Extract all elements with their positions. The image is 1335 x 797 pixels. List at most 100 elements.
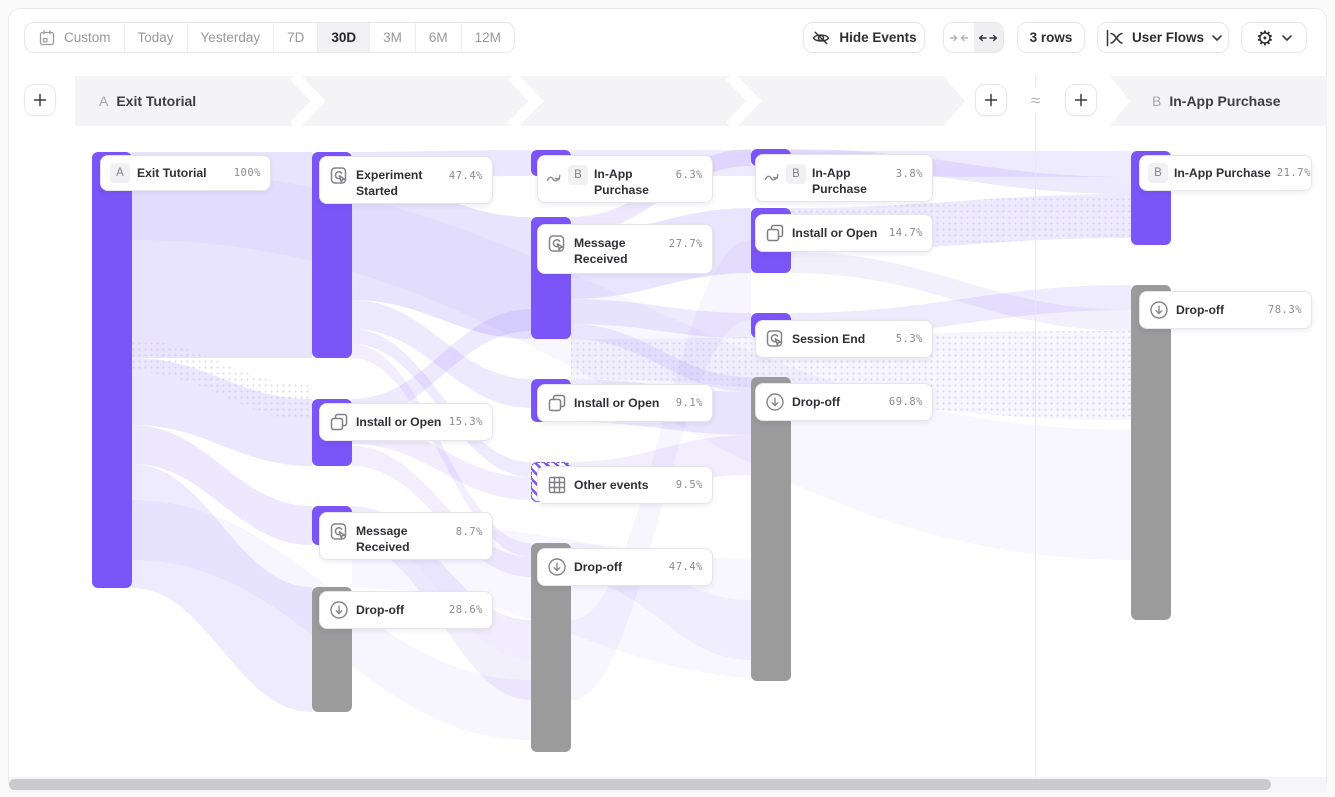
- eye-off-icon: [811, 28, 831, 48]
- letter-b-badge: B: [1148, 162, 1168, 184]
- horizontal-scrollbar-thumb[interactable]: [9, 779, 1271, 790]
- dropoff-icon: [546, 556, 568, 578]
- letter-b-badge: B: [786, 163, 806, 185]
- event-percent: 9.5%: [675, 479, 703, 491]
- event-card-install-or-open[interactable]: Install or Open 15.3%: [319, 403, 493, 441]
- letter-a-badge: A: [109, 162, 131, 184]
- event-label: Session End: [792, 332, 866, 346]
- event-label: In-App Purchase: [594, 167, 649, 197]
- event-label: Message Received: [356, 524, 410, 554]
- event-card-drop-off[interactable]: Drop-off 78.3%: [1139, 291, 1312, 329]
- expand-columns-button[interactable]: [973, 23, 1003, 52]
- event-card-session-end[interactable]: Session End 5.3%: [755, 320, 933, 358]
- grid-icon: [546, 474, 568, 496]
- chevron-down-icon: [1282, 34, 1292, 41]
- jump-icon: [764, 166, 780, 188]
- event-label: Drop-off: [356, 603, 405, 617]
- event-label: Experiment Started: [356, 168, 423, 198]
- calendar-icon: [38, 29, 56, 47]
- event-card-message-received[interactable]: Message Received 27.7%: [537, 224, 713, 274]
- event-label: Other events: [574, 478, 649, 492]
- add-step-button[interactable]: [975, 84, 1007, 116]
- event-percent: 27.7%: [668, 238, 703, 250]
- date-range-12m[interactable]: 12M: [462, 23, 514, 52]
- collapse-expand-control: [943, 22, 1004, 53]
- date-range-control: Custom Today Yesterday 7D 30D 3M 6M 12M: [24, 22, 515, 53]
- event-card-in-app-purchase[interactable]: B In-App Purchase 3.8%: [755, 154, 933, 202]
- date-range-30d[interactable]: 30D: [318, 23, 371, 52]
- rows-label: 3 rows: [1029, 30, 1073, 45]
- add-step-button[interactable]: [24, 84, 56, 116]
- flow-bar-drop-off[interactable]: [1131, 285, 1171, 620]
- section-b-letter: B: [1152, 93, 1162, 109]
- hide-events-button[interactable]: Hide Events: [803, 22, 925, 53]
- event-percent: 69.8%: [888, 396, 923, 408]
- event-card-install-or-open[interactable]: Install or Open 14.7%: [755, 214, 933, 252]
- event-label: Drop-off: [792, 395, 841, 409]
- copy-icon: [328, 411, 350, 433]
- event-percent: 47.4%: [668, 561, 703, 573]
- copy-icon: [764, 222, 786, 244]
- event-card-message-received[interactable]: Message Received 8.7%: [319, 512, 493, 560]
- rows-button[interactable]: 3 rows: [1017, 22, 1085, 53]
- event-label: Install or Open: [574, 396, 660, 410]
- letter-b-badge: B: [568, 164, 588, 186]
- copy-icon: [546, 392, 568, 414]
- event-card-experiment-started[interactable]: Experiment Started 47.4%: [319, 156, 493, 204]
- event-card-drop-off[interactable]: Drop-off 69.8%: [755, 383, 933, 421]
- event-label: In-App Purchase: [812, 166, 867, 196]
- event-card-install-or-open[interactable]: Install or Open 9.1%: [537, 384, 713, 422]
- event-percent: 28.6%: [448, 604, 483, 616]
- section-a-letter: A: [99, 93, 109, 109]
- flow-bar-drop-off[interactable]: [751, 377, 791, 681]
- event-label: Message Received: [574, 236, 628, 266]
- tap-icon: [328, 521, 350, 543]
- section-b-title: In-App Purchase: [1169, 93, 1281, 109]
- view-label: User Flows: [1131, 30, 1205, 45]
- date-range-custom[interactable]: Custom: [25, 23, 125, 52]
- event-label: Install or Open: [356, 415, 442, 429]
- user-flows-icon: [1104, 28, 1124, 48]
- dropoff-icon: [328, 599, 350, 621]
- horizontal-scrollbar-track[interactable]: [9, 777, 1326, 792]
- gear-icon: ⚙: [1256, 25, 1274, 50]
- dropoff-icon: [1148, 299, 1170, 321]
- event-label: In-App Purchase: [1174, 166, 1271, 180]
- event-label: Exit Tutorial: [137, 166, 207, 180]
- event-card-in-app-purchase[interactable]: B In-App Purchase 6.3%: [537, 155, 713, 203]
- section-b-header-band: B In-App Purchase: [1110, 76, 1327, 126]
- jump-icon: [546, 167, 562, 189]
- dropoff-icon: [764, 391, 786, 413]
- hide-events-label: Hide Events: [839, 30, 917, 45]
- event-card-exit-tutorial[interactable]: A Exit Tutorial 100%: [100, 155, 271, 191]
- date-range-7d[interactable]: 7D: [274, 23, 319, 52]
- date-range-6m[interactable]: 6M: [416, 23, 462, 52]
- event-card-drop-off[interactable]: Drop-off 47.4%: [537, 548, 713, 586]
- chevron-down-icon: [1212, 34, 1222, 41]
- event-percent: 5.3%: [895, 333, 923, 345]
- event-percent: 6.3%: [675, 169, 703, 181]
- event-card-drop-off[interactable]: Drop-off 28.6%: [319, 591, 493, 629]
- settings-dropdown[interactable]: ⚙: [1241, 22, 1307, 53]
- event-label: Install or Open: [792, 226, 878, 240]
- tap-icon: [764, 328, 786, 350]
- event-label: Drop-off: [1176, 303, 1225, 317]
- flow-bar-exit-tutorial[interactable]: [92, 152, 132, 588]
- date-range-today[interactable]: Today: [125, 23, 188, 52]
- event-percent: 8.7%: [455, 526, 483, 538]
- event-percent: 21.7%: [1276, 167, 1311, 179]
- collapse-columns-button[interactable]: [944, 23, 974, 52]
- event-percent: 100%: [233, 167, 261, 179]
- add-step-button[interactable]: [1065, 84, 1097, 116]
- event-percent: 78.3%: [1267, 304, 1302, 316]
- date-range-3m[interactable]: 3M: [370, 23, 416, 52]
- event-percent: 14.7%: [888, 227, 923, 239]
- view-selector[interactable]: User Flows: [1097, 22, 1229, 53]
- section-a-header-band: A Exit Tutorial: [75, 76, 965, 126]
- event-card-in-app-purchase[interactable]: B In-App Purchase 21.7%: [1139, 155, 1312, 191]
- event-label: Drop-off: [574, 560, 623, 574]
- event-card-other-events[interactable]: Other events 9.5%: [537, 466, 713, 504]
- date-range-yesterday[interactable]: Yesterday: [188, 23, 275, 52]
- approx-symbol: ≈: [1023, 88, 1048, 114]
